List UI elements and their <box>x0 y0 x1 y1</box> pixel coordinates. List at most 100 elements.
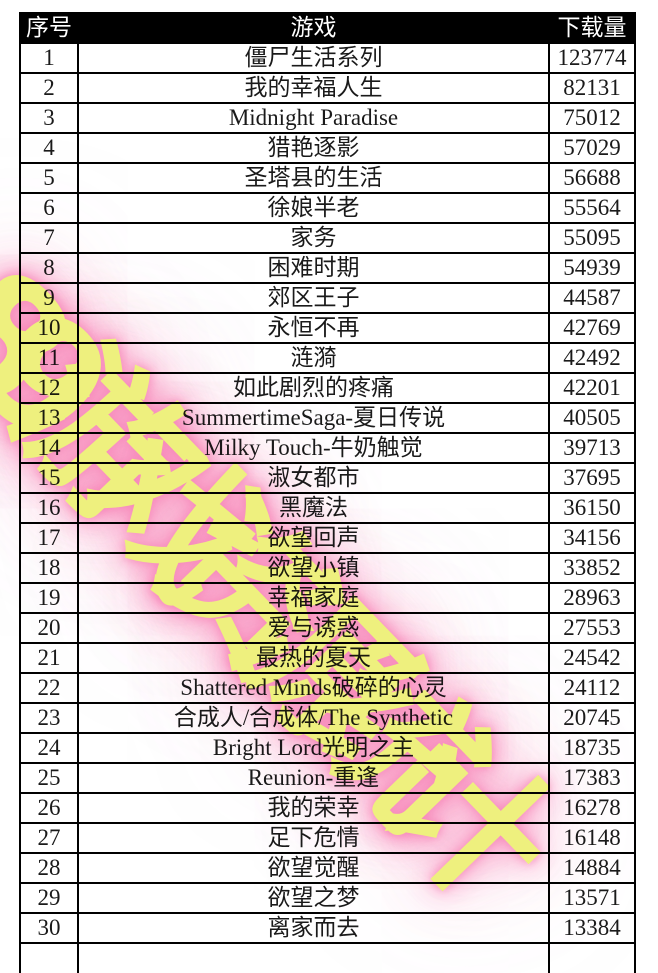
download-ranking-table: 序号 游戏 下载量 1 僵尸生活系列 123774 2 我的幸福人生 82131… <box>19 12 636 973</box>
downloads-cell: 28963 <box>548 582 636 614</box>
game-name-cell: 郊区王子 <box>77 282 550 314</box>
game-name-cell: Bright Lord光明之主 <box>77 732 550 764</box>
downloads-cell: 42201 <box>548 372 636 404</box>
rank-cell: 16 <box>19 492 79 524</box>
game-name-cell: 僵尸生活系列 <box>77 42 550 74</box>
downloads-cell: 14884 <box>548 852 636 884</box>
table-row: 9 郊区王子 44587 <box>19 282 636 314</box>
table-body: 1 僵尸生活系列 123774 2 我的幸福人生 82131 3 Midnigh… <box>19 42 636 973</box>
table-row: 5 圣塔县的生活 56688 <box>19 162 636 194</box>
downloads-cell: 54939 <box>548 252 636 284</box>
rank-cell: 1 <box>19 42 79 74</box>
rank-cell: 13 <box>19 402 79 434</box>
header-row: 序号 游戏 下载量 <box>19 12 636 44</box>
rank-cell: 29 <box>19 882 79 914</box>
game-name-cell: Reunion-重逢 <box>77 762 550 794</box>
game-name-cell: 永恒不再 <box>77 312 550 344</box>
rank-cell: 27 <box>19 822 79 854</box>
rank-cell: 23 <box>19 702 79 734</box>
game-name-cell: 猎艳逐影 <box>77 132 550 164</box>
page: { "watermark": { "text": "89游戏资源统计", "co… <box>0 12 636 973</box>
game-name-cell: 我的幸福人生 <box>77 72 550 104</box>
table-row: 10 永恒不再 42769 <box>19 312 636 344</box>
table-row: 15 淑女都市 37695 <box>19 462 636 494</box>
downloads-cell: 20745 <box>548 702 636 734</box>
table-row: 26 我的荣幸 16278 <box>19 792 636 824</box>
downloads-cell: 24542 <box>548 642 636 674</box>
downloads-cell: 55095 <box>548 222 636 254</box>
downloads-cell: 37695 <box>548 462 636 494</box>
rank-cell: 14 <box>19 432 79 464</box>
downloads-cell: 24112 <box>548 672 636 704</box>
rank-cell: 10 <box>19 312 79 344</box>
rank-cell: 25 <box>19 762 79 794</box>
downloads-cell: 42492 <box>548 342 636 374</box>
game-name-cell: 合成人/合成体/The Synthetic <box>77 702 550 734</box>
rank-cell: 5 <box>19 162 79 194</box>
game-name-cell: 最热的夏天 <box>77 642 550 674</box>
downloads-cell: 36150 <box>548 492 636 524</box>
game-name-cell: SummertimeSaga-夏日传说 <box>77 402 550 434</box>
downloads-cell: 33852 <box>548 552 636 584</box>
header-rank: 序号 <box>19 12 79 44</box>
rank-cell: 3 <box>19 102 79 134</box>
downloads-cell: 56688 <box>548 162 636 194</box>
downloads-cell: 57029 <box>548 132 636 164</box>
downloads-cell: 55564 <box>548 192 636 224</box>
downloads-cell: 34156 <box>548 522 636 554</box>
table-row: 23 合成人/合成体/The Synthetic 20745 <box>19 702 636 734</box>
table-row: 13 SummertimeSaga-夏日传说 40505 <box>19 402 636 434</box>
game-name-cell: 欲望回声 <box>77 522 550 554</box>
downloads-cell: 42769 <box>548 312 636 344</box>
table-row: 4 猎艳逐影 57029 <box>19 132 636 164</box>
downloads-cell: 17383 <box>548 762 636 794</box>
game-name-cell: 欲望小镇 <box>77 552 550 584</box>
table-row: 25 Reunion-重逢 17383 <box>19 762 636 794</box>
table-row: 11 涟漪 42492 <box>19 342 636 374</box>
rank-cell: 30 <box>19 912 79 944</box>
table-row: 16 黑魔法 36150 <box>19 492 636 524</box>
game-name-cell: 离家而去 <box>77 912 550 944</box>
rank-cell <box>19 942 79 973</box>
rank-cell: 11 <box>19 342 79 374</box>
downloads-cell: 123774 <box>548 42 636 74</box>
rank-cell: 7 <box>19 222 79 254</box>
downloads-cell: 39713 <box>548 432 636 464</box>
table-row: 22 Shattered Minds破碎的心灵 24112 <box>19 672 636 704</box>
rank-cell: 9 <box>19 282 79 314</box>
table-header: 序号 游戏 下载量 <box>19 12 636 44</box>
rank-cell: 18 <box>19 552 79 584</box>
rank-cell: 15 <box>19 462 79 494</box>
game-name-cell: 困难时期 <box>77 252 550 284</box>
game-name-cell: 圣塔县的生活 <box>77 162 550 194</box>
downloads-cell: 82131 <box>548 72 636 104</box>
game-name-cell: 欲望觉醒 <box>77 852 550 884</box>
game-name-cell: 徐娘半老 <box>77 192 550 224</box>
table-row: 28 欲望觉醒 14884 <box>19 852 636 884</box>
table-row: 19 幸福家庭 28963 <box>19 582 636 614</box>
rank-cell: 17 <box>19 522 79 554</box>
rank-cell: 20 <box>19 612 79 644</box>
rank-cell: 22 <box>19 672 79 704</box>
table-row: 30 离家而去 13384 <box>19 912 636 944</box>
game-name-cell: 淑女都市 <box>77 462 550 494</box>
downloads-cell <box>548 942 636 973</box>
downloads-cell: 27553 <box>548 612 636 644</box>
rank-cell: 26 <box>19 792 79 824</box>
table-row: 27 足下危情 16148 <box>19 822 636 854</box>
table-row: 3 Midnight Paradise 75012 <box>19 102 636 134</box>
rank-cell: 8 <box>19 252 79 284</box>
table-row: 1 僵尸生活系列 123774 <box>19 42 636 74</box>
rank-cell: 28 <box>19 852 79 884</box>
table-row: 18 欲望小镇 33852 <box>19 552 636 584</box>
rank-cell: 19 <box>19 582 79 614</box>
downloads-cell: 13571 <box>548 882 636 914</box>
rank-cell: 12 <box>19 372 79 404</box>
rank-cell: 6 <box>19 192 79 224</box>
game-name-cell: 我的荣幸 <box>77 792 550 824</box>
table-row: 7 家务 55095 <box>19 222 636 254</box>
table-row: 2 我的幸福人生 82131 <box>19 72 636 104</box>
downloads-cell: 13384 <box>548 912 636 944</box>
game-name-cell: Shattered Minds破碎的心灵 <box>77 672 550 704</box>
header-downloads: 下载量 <box>548 12 636 44</box>
